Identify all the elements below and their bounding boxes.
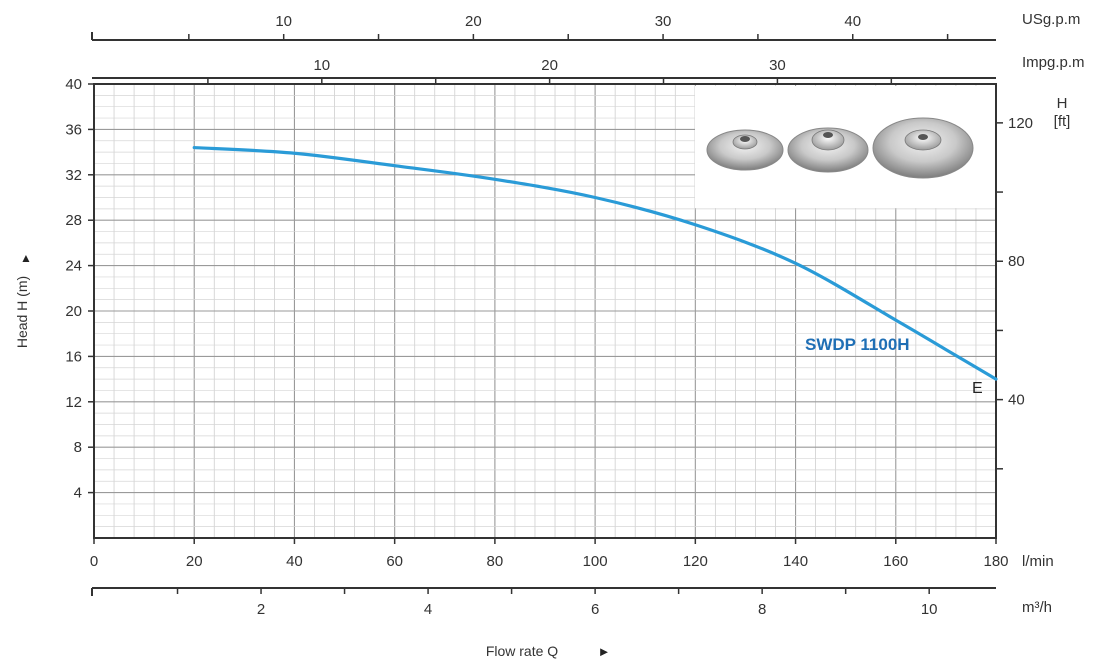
- impgpm-tick-label: 20: [541, 57, 558, 74]
- m3h-unit-label: m³/h: [1022, 599, 1052, 616]
- impgpm-unit-label: Impg.p.m: [1022, 54, 1085, 71]
- x-tick-label: 80: [487, 553, 504, 570]
- m3h-tick-label: 10: [921, 601, 938, 618]
- m3h-tick-label: 2: [257, 601, 265, 618]
- y-tick-label: 24: [65, 258, 82, 275]
- ft-tick-label: 120: [1008, 115, 1033, 132]
- ft-tick-label: 40: [1008, 392, 1025, 409]
- y-tick-label: 36: [65, 121, 82, 138]
- end-point-label: E: [972, 380, 983, 397]
- usgpm-tick-label: 10: [275, 13, 292, 30]
- usgpm-tick-label: 20: [465, 13, 482, 30]
- usgpm-unit-label: USg.p.m: [1022, 11, 1080, 28]
- x-tick-label: 120: [683, 553, 708, 570]
- impeller-photos: [695, 86, 995, 208]
- x-tick-label: 20: [186, 553, 203, 570]
- x-tick-label: 0: [90, 553, 98, 570]
- x-tick-label: 60: [386, 553, 403, 570]
- usgpm-tick-label: 30: [655, 13, 672, 30]
- m3h-tick-label: 6: [591, 601, 599, 618]
- y-axis-title: Head H (m): [14, 276, 30, 348]
- impeller-medium: [787, 127, 869, 173]
- impgpm-tick-label: 10: [313, 57, 330, 74]
- x-tick-label: 160: [883, 553, 908, 570]
- ft-tick-label: 80: [1008, 253, 1025, 270]
- y-tick-label: 32: [65, 167, 82, 184]
- m3h-tick-label: 4: [424, 601, 432, 618]
- axis-tick-labels: 0 20 40 60 80 100 120 140 160 1804812162024283236…: [65, 13, 1033, 618]
- x-tick-label: 140: [783, 553, 808, 570]
- y-tick-label: 28: [65, 212, 82, 229]
- y-tick-label: 20: [65, 303, 82, 320]
- x-axis-arrow-icon: ►: [598, 644, 611, 659]
- y-tick-label: 16: [65, 348, 82, 365]
- usgpm-tick-label: 40: [844, 13, 861, 30]
- impgpm-tick-label: 30: [769, 57, 786, 74]
- y-tick-label: 4: [74, 485, 82, 502]
- axis-ticks: [88, 34, 1003, 594]
- series-line-swdp-1100h: [192, 145, 998, 381]
- y-tick-label: 8: [74, 439, 82, 456]
- x-axis-title: Flow rate Q: [486, 643, 558, 659]
- impeller-small: [706, 129, 784, 171]
- impeller-large: [872, 117, 974, 179]
- y-tick-label: 12: [65, 394, 82, 411]
- x-tick-label: 180: [983, 553, 1008, 570]
- ft-unit-top: H: [1057, 95, 1068, 112]
- x-tick-label: 40: [286, 553, 303, 570]
- ft-unit-bottom: [ft]: [1054, 113, 1071, 130]
- grid-lines: [93, 83, 997, 539]
- lmin-unit-label: l/min: [1022, 553, 1054, 570]
- y-tick-label: 40: [65, 76, 82, 93]
- y-axis-arrow-icon: ▲: [20, 251, 32, 265]
- m3h-tick-label: 8: [758, 601, 766, 618]
- series-label: SWDP 1100H: [805, 335, 910, 354]
- x-tick-label: 100: [583, 553, 608, 570]
